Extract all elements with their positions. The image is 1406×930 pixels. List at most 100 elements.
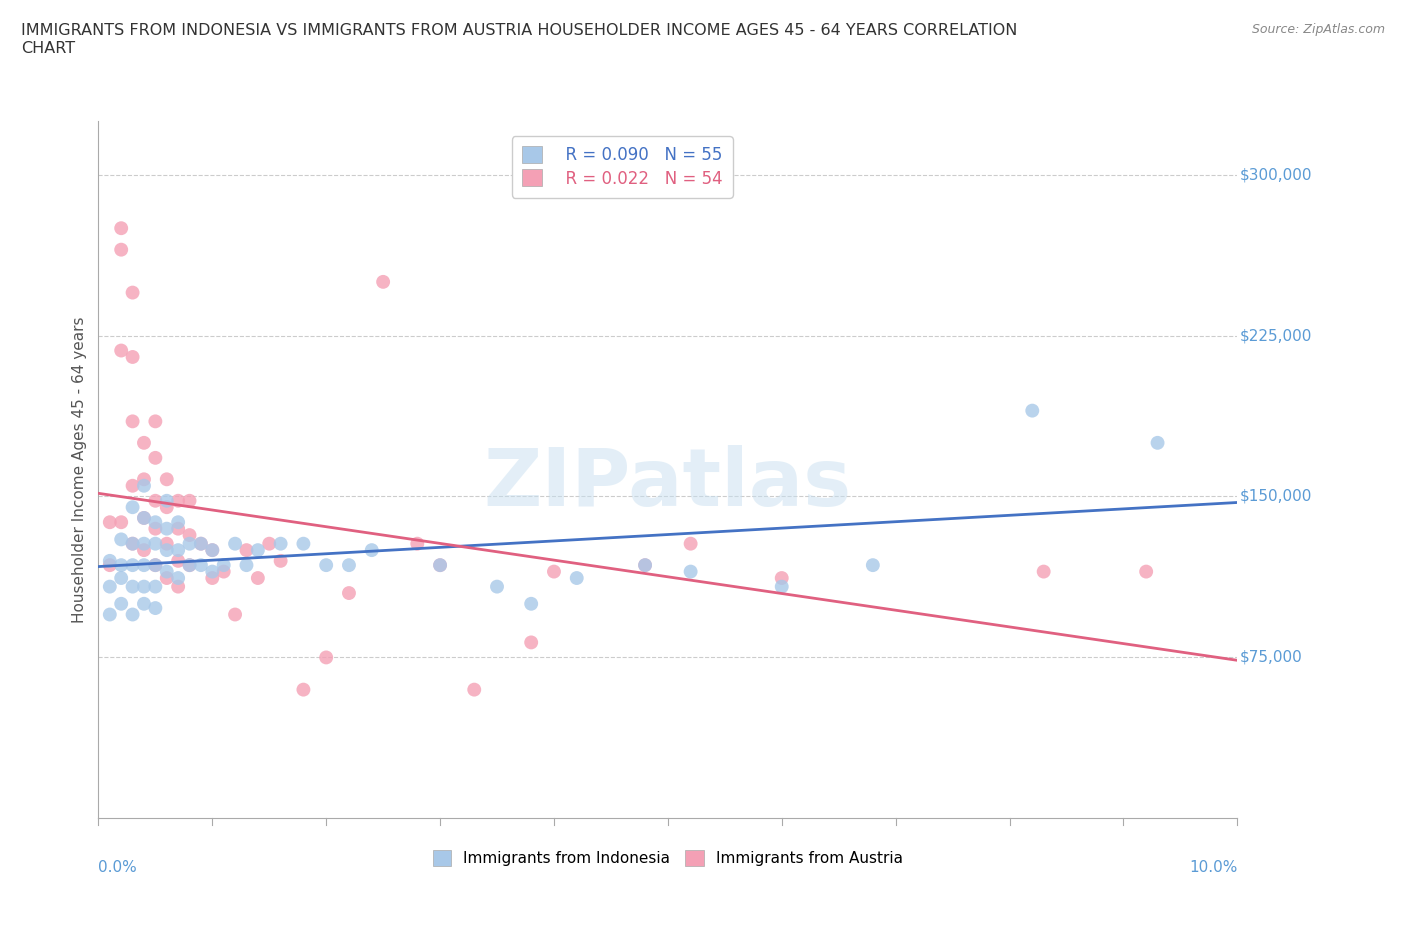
- Point: [520, 596, 543, 611]
- Point: [132, 472, 155, 486]
- Point: [201, 565, 224, 579]
- Point: [110, 532, 132, 547]
- Point: [156, 543, 179, 558]
- Point: [1021, 404, 1043, 418]
- Point: [145, 515, 167, 530]
- Point: [360, 543, 382, 558]
- Point: [179, 558, 201, 573]
- Point: [1135, 565, 1157, 579]
- Point: [167, 515, 190, 530]
- Point: [110, 596, 132, 611]
- Point: [770, 571, 793, 586]
- Point: [98, 515, 121, 530]
- Text: ZIPatlas: ZIPatlas: [484, 445, 852, 523]
- Point: [132, 596, 155, 611]
- Point: [373, 274, 395, 289]
- Point: [246, 543, 269, 558]
- Point: [679, 565, 702, 579]
- Point: [121, 478, 143, 493]
- Point: [156, 521, 179, 536]
- Point: [121, 537, 143, 551]
- Point: [132, 537, 155, 551]
- Point: [132, 558, 155, 573]
- Point: [132, 511, 155, 525]
- Point: [565, 571, 588, 586]
- Point: [167, 553, 190, 568]
- Point: [224, 607, 246, 622]
- Point: [179, 527, 201, 542]
- Point: [201, 543, 224, 558]
- Point: [167, 521, 190, 536]
- Point: [179, 537, 201, 551]
- Legend: Immigrants from Indonesia, Immigrants from Austria: Immigrants from Indonesia, Immigrants fr…: [425, 843, 911, 873]
- Point: [98, 607, 121, 622]
- Point: [121, 579, 143, 594]
- Point: [110, 558, 132, 573]
- Point: [167, 493, 190, 508]
- Point: [98, 558, 121, 573]
- Point: [235, 543, 257, 558]
- Point: [145, 493, 167, 508]
- Point: [167, 543, 190, 558]
- Point: [1146, 435, 1168, 450]
- Point: [224, 537, 246, 551]
- Point: [132, 511, 155, 525]
- Point: [145, 537, 167, 551]
- Point: [132, 579, 155, 594]
- Point: [179, 558, 201, 573]
- Point: [110, 515, 132, 530]
- Point: [121, 350, 143, 365]
- Text: Source: ZipAtlas.com: Source: ZipAtlas.com: [1251, 23, 1385, 36]
- Point: [190, 537, 212, 551]
- Point: [486, 579, 509, 594]
- Point: [270, 553, 292, 568]
- Point: [145, 450, 167, 465]
- Point: [201, 543, 224, 558]
- Point: [679, 537, 702, 551]
- Point: [429, 558, 451, 573]
- Point: [98, 579, 121, 594]
- Text: $225,000: $225,000: [1240, 328, 1312, 343]
- Point: [770, 579, 793, 594]
- Point: [167, 571, 190, 586]
- Y-axis label: Householder Income Ages 45 - 64 years: Householder Income Ages 45 - 64 years: [72, 316, 87, 623]
- Point: [156, 565, 179, 579]
- Point: [634, 558, 657, 573]
- Text: $300,000: $300,000: [1240, 167, 1312, 182]
- Text: $150,000: $150,000: [1240, 489, 1312, 504]
- Point: [156, 499, 179, 514]
- Point: [121, 499, 143, 514]
- Point: [520, 635, 543, 650]
- Point: [337, 558, 360, 573]
- Point: [270, 537, 292, 551]
- Point: [190, 558, 212, 573]
- Point: [292, 537, 315, 551]
- Point: [121, 286, 143, 300]
- Point: [463, 683, 485, 698]
- Point: [145, 558, 167, 573]
- Text: 10.0%: 10.0%: [1189, 860, 1237, 875]
- Point: [145, 601, 167, 616]
- Point: [121, 607, 143, 622]
- Point: [145, 521, 167, 536]
- Text: 0.0%: 0.0%: [98, 860, 138, 875]
- Point: [337, 586, 360, 601]
- Point: [156, 537, 179, 551]
- Point: [156, 571, 179, 586]
- Point: [543, 565, 565, 579]
- Point: [110, 242, 132, 257]
- Point: [145, 558, 167, 573]
- Point: [145, 414, 167, 429]
- Point: [110, 220, 132, 235]
- Point: [156, 493, 179, 508]
- Point: [167, 579, 190, 594]
- Point: [315, 650, 337, 665]
- Point: [145, 579, 167, 594]
- Point: [98, 553, 121, 568]
- Point: [1032, 565, 1054, 579]
- Point: [406, 537, 429, 551]
- Point: [179, 493, 201, 508]
- Point: [235, 558, 257, 573]
- Point: [121, 558, 143, 573]
- Point: [156, 472, 179, 486]
